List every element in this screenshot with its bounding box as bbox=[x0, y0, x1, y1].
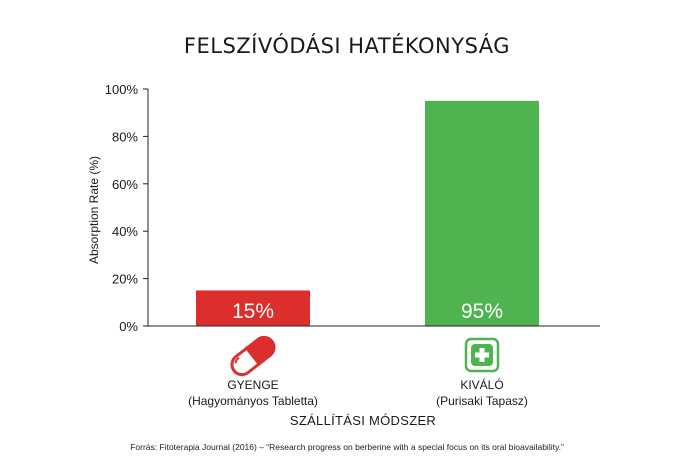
y-tick-label: 60% bbox=[112, 177, 138, 192]
y-axis-ticks: 0% 20% 40% 60% 80% 100% bbox=[105, 82, 148, 334]
bar-data-label: 95% bbox=[461, 300, 503, 323]
category-label-secondary: (Hagyományos Tabletta) bbox=[188, 394, 318, 408]
category-label-secondary: (Purisaki Tapasz) bbox=[436, 394, 528, 408]
capsule-icon bbox=[230, 335, 276, 377]
medical-cross-icon bbox=[464, 337, 500, 373]
y-tick-label: 20% bbox=[112, 272, 138, 287]
y-tick-label: 40% bbox=[112, 224, 138, 239]
category-labels: GYENGE (Hagyományos Tabletta) KIVÁLÓ (Puris… bbox=[188, 335, 528, 408]
bar-data-label: 15% bbox=[232, 300, 274, 323]
bar bbox=[425, 100, 539, 326]
chart-title: FELSZÍVÓDÁSI HATÉKONYSÁG bbox=[184, 33, 510, 58]
bar bbox=[196, 290, 310, 326]
bar-group: 15% 95% bbox=[196, 100, 539, 326]
category-label-primary: GYENGE bbox=[227, 378, 278, 392]
source-note: Forrás: Fitoterapia Journal (2016) – “Re… bbox=[130, 442, 564, 452]
x-axis-label: SZÁLLÍTÁSI MÓDSZER bbox=[290, 413, 436, 428]
category-label-primary: KIVÁLÓ bbox=[460, 377, 503, 392]
y-tick-label: 0% bbox=[119, 319, 138, 334]
y-tick-label: 80% bbox=[112, 129, 138, 144]
y-tick-label: 100% bbox=[105, 82, 139, 97]
y-axis-label: Absorption Rate (%) bbox=[87, 156, 101, 264]
